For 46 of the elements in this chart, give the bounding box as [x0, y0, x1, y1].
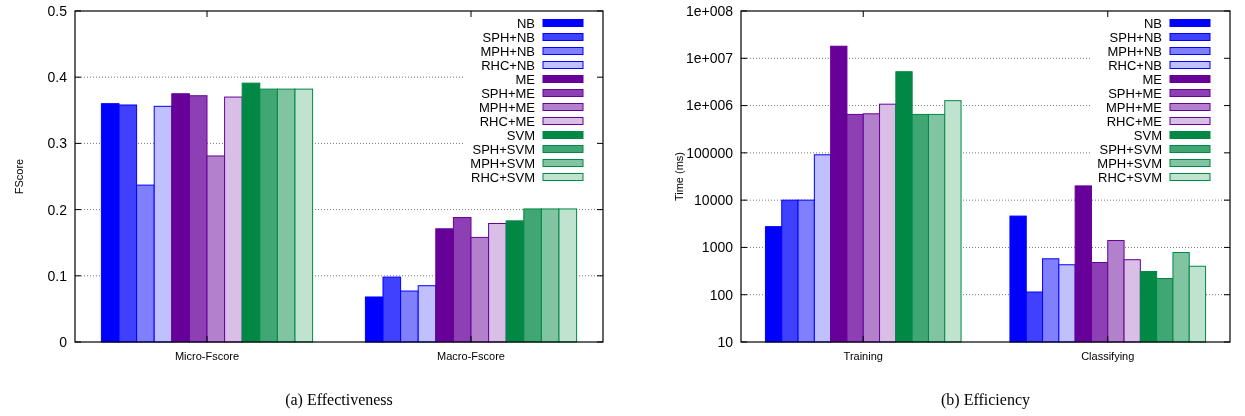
text: (b) Efficiency [941, 391, 1030, 409]
legend-label: NB [1143, 15, 1162, 31]
y-axis-title: FScore [13, 158, 25, 195]
x-tick-label: Training [843, 350, 883, 362]
y-tick-label: 1e+007 [685, 50, 734, 67]
legend-label: MPH+SVM [1097, 155, 1162, 171]
legend-label: MPH+ME [1106, 99, 1163, 115]
y-tick-label: 0.5 [47, 2, 68, 19]
y-tick-label: 0.4 [47, 69, 68, 86]
y-tick-label: 0.3 [47, 135, 68, 152]
legend-label: NB [516, 15, 535, 31]
x-tick-label: Classifying [1081, 350, 1135, 362]
y-tick-label: 0.2 [47, 201, 68, 218]
y-tick-label: 1000 [701, 239, 734, 256]
legend-label: MPH+NB [480, 43, 535, 59]
legend-label: RHC+ME [479, 113, 536, 129]
legend-label: ME [1142, 71, 1163, 87]
y-tick-label: 100 [709, 286, 734, 303]
legend-label: MPH+NB [1107, 43, 1162, 59]
y-tick-label: 100000 [686, 144, 734, 161]
legend-label: SPH+ME [481, 85, 536, 101]
legend-label: RHC+ME [1106, 113, 1163, 129]
y-tick-label: 0 [59, 333, 68, 350]
legend-label: MPH+ME [479, 99, 536, 115]
legend-label: SPH+NB [482, 29, 535, 45]
legend-label: SPH+NB [1109, 29, 1162, 45]
legend-label: RHC+SVM [1098, 169, 1162, 185]
text: (a) Effectiveness [285, 391, 393, 409]
legend-label: SPH+SVM [472, 141, 535, 157]
x-tick-label: Micro-Fscore [174, 350, 240, 362]
legend-label: RHC+SVM [471, 169, 535, 185]
y-tick-label: 0.1 [47, 267, 68, 284]
y-axis-title: Time (ms) [673, 151, 685, 202]
y-tick-label: 10 [717, 333, 734, 350]
y-tick-label: 1e+008 [685, 2, 734, 19]
legend-label: SPH+ME [1108, 85, 1163, 101]
legend-label: MPH+SVM [470, 155, 535, 171]
legend-label: RHC+NB [1108, 57, 1162, 73]
x-tick-label: Macro-Fscore [437, 350, 505, 362]
y-tick-label: 10000 [694, 192, 734, 209]
legend-label: SPH+SVM [1099, 141, 1162, 157]
legend-label: RHC+NB [481, 57, 535, 73]
legend-label: ME [515, 71, 536, 87]
y-tick-label: 1e+006 [685, 97, 734, 114]
legend-label: SVM [1133, 127, 1162, 143]
legend-label: SVM [506, 127, 535, 143]
